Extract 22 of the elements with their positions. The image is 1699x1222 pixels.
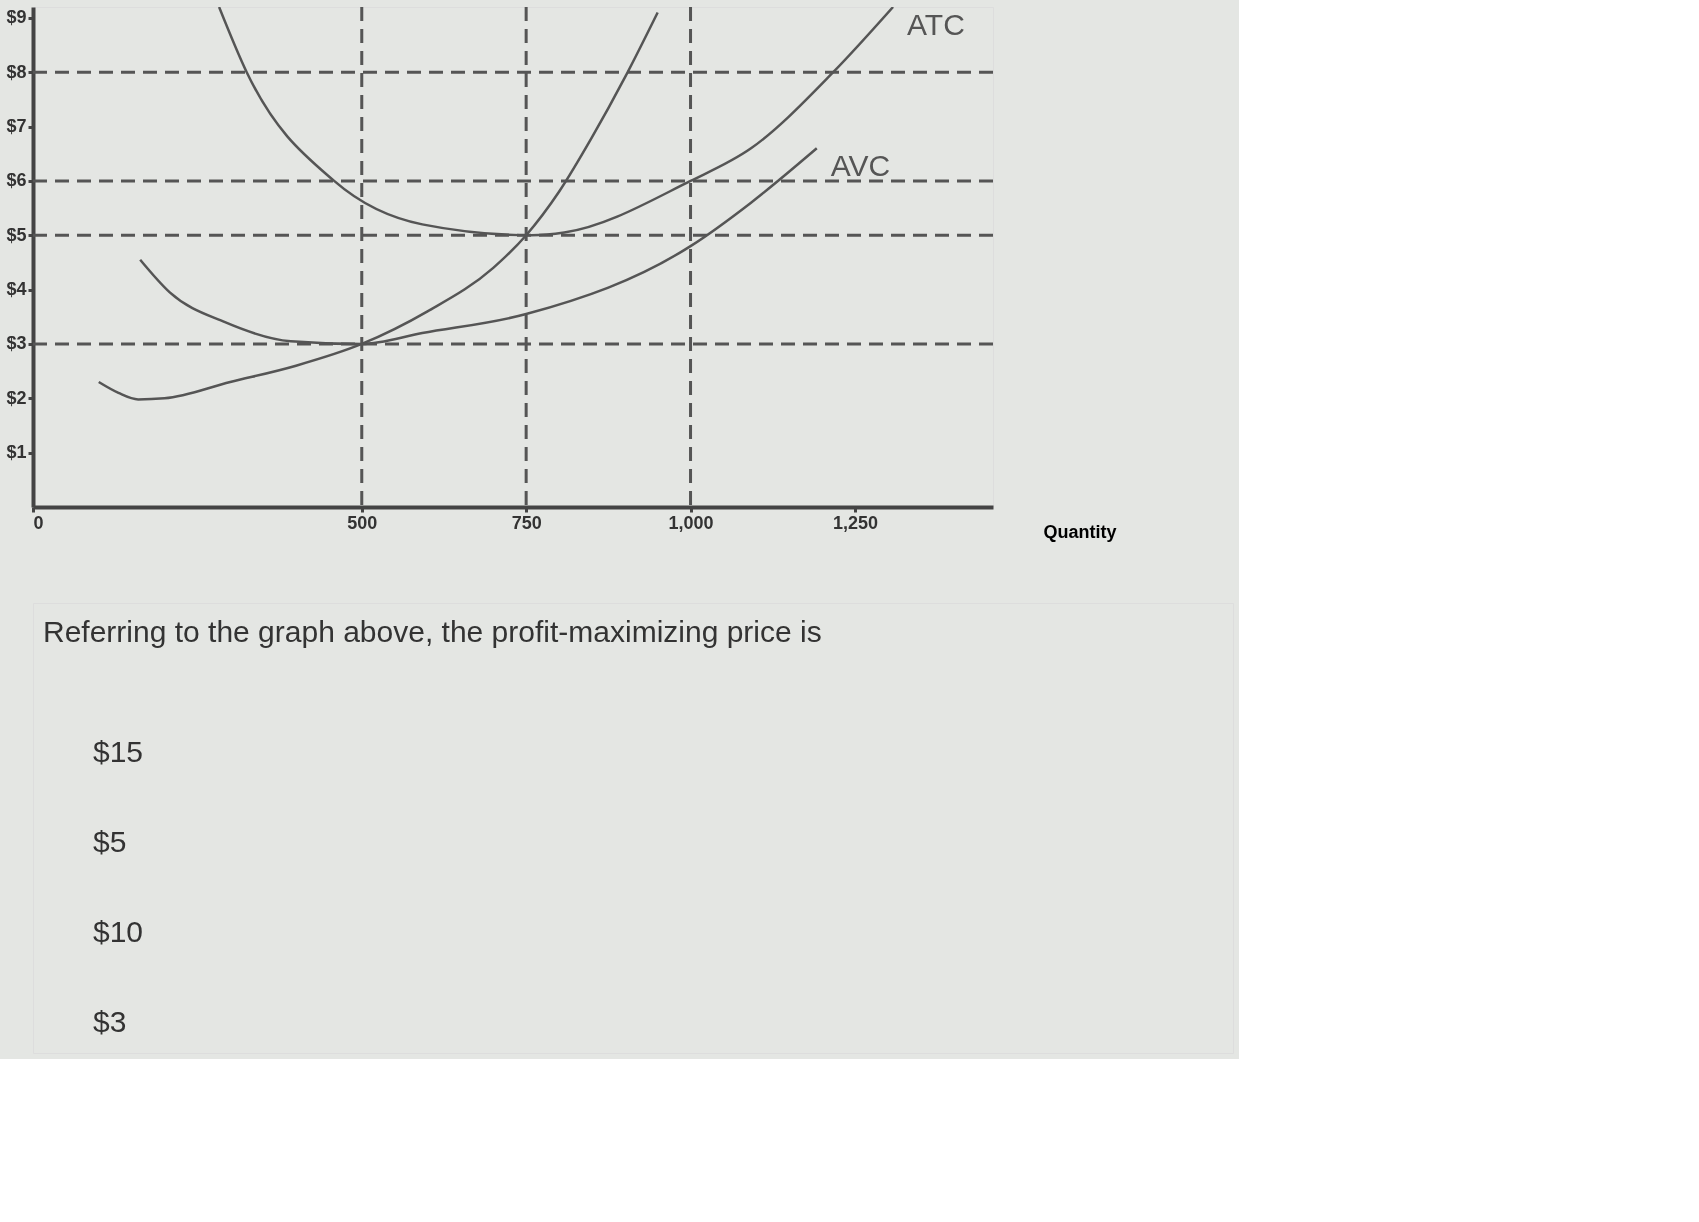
text: $15 (93, 735, 144, 768)
series-label: ATC (907, 8, 965, 41)
y-tick-label: $2 (6, 387, 27, 408)
series-label: AVC (830, 149, 891, 183)
text: $3 (93, 1005, 127, 1038)
x-tick-label: 1,250 (832, 512, 878, 533)
text: Referring to the graph above, the profit-maximizing price is (43, 615, 822, 648)
x-tick-label: 1,000 (668, 512, 714, 533)
y-tick-label: $1 (6, 442, 27, 463)
x-tick-label: 0 (33, 512, 44, 533)
y-tick-label: $3 (6, 333, 27, 354)
x-axis-title: Quantity (1043, 521, 1117, 542)
y-tick-label: $4 (6, 279, 27, 300)
y-tick-label: $5 (6, 224, 27, 245)
text: $5 (93, 825, 127, 858)
y-tick-label: $8 (6, 61, 27, 82)
x-tick-label: 500 (347, 512, 378, 533)
text: $10 (93, 915, 144, 948)
y-tick-label: $7 (6, 116, 27, 137)
y-tick-label: $9 (6, 7, 27, 28)
y-tick-label: $6 (6, 170, 27, 191)
x-tick-label: 750 (511, 512, 542, 533)
